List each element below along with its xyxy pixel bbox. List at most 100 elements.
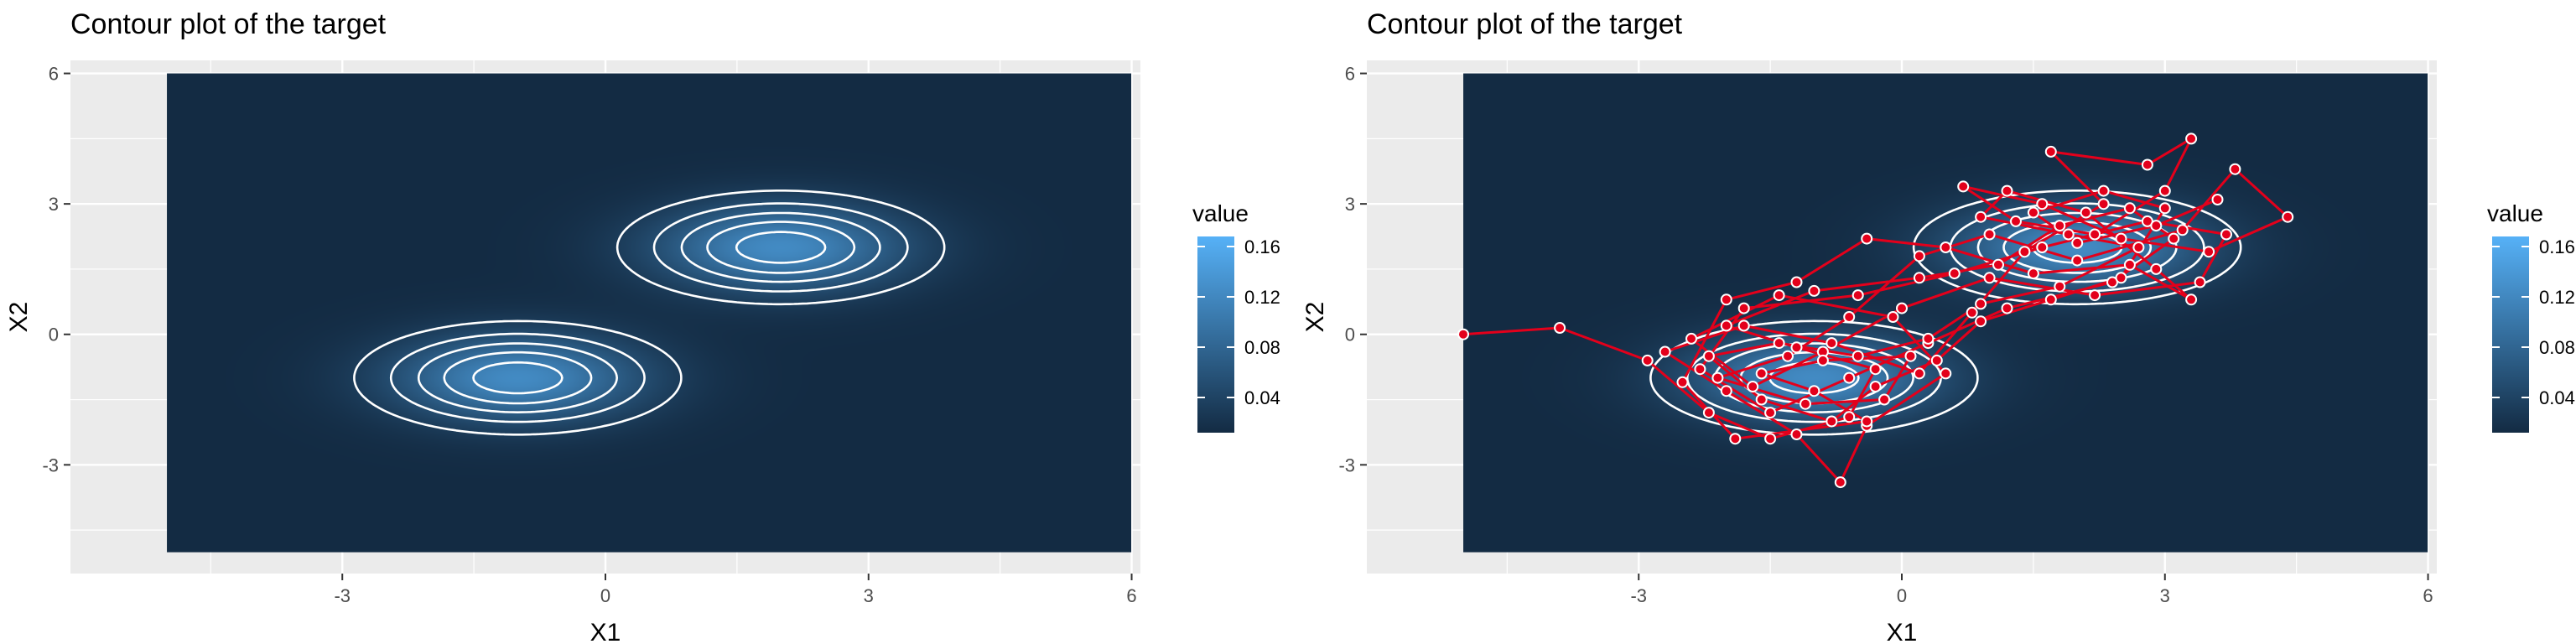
contour-line — [353, 190, 946, 436]
sample-point — [1816, 354, 1829, 366]
sample-point — [1694, 363, 1706, 376]
y-tick-label: 3 — [49, 194, 59, 215]
sample-point — [2115, 272, 2127, 284]
x-tick-label: 3 — [864, 585, 874, 606]
sample-point — [1983, 228, 1996, 241]
sample-point — [2115, 232, 2127, 245]
sample-point — [1641, 354, 1654, 366]
y-axis-label: X2 — [1301, 302, 1329, 333]
sample-path-line — [1462, 137, 2289, 484]
sample-point — [2123, 202, 2136, 215]
sample-point — [1808, 385, 1820, 397]
y-axis-label: X2 — [5, 302, 33, 333]
sample-point — [1913, 250, 1925, 262]
sample-point — [2185, 132, 2198, 145]
y-tick-label: 3 — [1345, 194, 1355, 215]
legend-title: value — [1192, 200, 1249, 226]
sample-point — [2071, 236, 2084, 249]
sample-point — [1720, 385, 1732, 397]
sample-point — [2158, 184, 2171, 197]
sample-point — [2036, 242, 2049, 253]
sample-point — [1826, 415, 1838, 428]
sample-point — [2089, 289, 2101, 302]
sample-point — [1843, 371, 1856, 384]
sample-point — [2054, 280, 2066, 293]
sample-point — [2150, 262, 2163, 275]
legend: value 0.04 0.08 0.12 0.16 — [1192, 200, 1280, 433]
sample-point — [1940, 367, 1952, 380]
sample-point — [2141, 158, 2153, 171]
sample-point — [1922, 332, 1935, 345]
legend-label: 0.04 — [1244, 387, 1280, 408]
legend: value 0.04 0.08 0.12 0.16 — [2487, 200, 2575, 433]
sample-point — [1975, 298, 1987, 310]
sample-point — [1992, 258, 2004, 271]
sample-point — [2044, 145, 2057, 158]
sample-point — [1852, 350, 1864, 362]
sample-point — [1878, 393, 1891, 406]
sample-point — [2001, 302, 2013, 314]
sample-point — [2176, 224, 2189, 236]
sample-point — [1913, 272, 1925, 284]
sample-point — [1887, 311, 1899, 323]
x-axis-label: X1 — [590, 619, 621, 644]
sample-point — [2080, 206, 2092, 219]
sample-point — [2229, 163, 2241, 175]
sample-point — [2168, 232, 2180, 245]
sample-point — [2132, 242, 2145, 253]
sample-point — [1790, 276, 1803, 288]
sample-point — [1782, 350, 1794, 362]
contour-lines — [353, 190, 946, 436]
contour-line — [417, 211, 881, 413]
legend-colorbar — [1197, 236, 1234, 433]
sample-point — [1861, 232, 1873, 245]
sample-point — [2220, 228, 2232, 241]
sample-point — [2027, 267, 2039, 280]
sample-point — [2158, 202, 2171, 215]
sample-point — [1720, 319, 1732, 332]
sample-point — [1843, 411, 1856, 423]
y-tick-label: -3 — [1338, 454, 1355, 475]
sample-point — [1843, 311, 1856, 323]
sample-path — [1457, 132, 2294, 489]
sample-point — [1729, 433, 1742, 445]
legend-title: value — [2487, 200, 2543, 226]
chart-title: Contour plot of the target — [1367, 8, 1683, 40]
sample-point — [1676, 376, 1689, 388]
sample-point — [1975, 315, 1987, 328]
axis-ticks: -3 0 3 6 -3 0 3 6 — [1338, 64, 2433, 606]
sample-point — [2282, 210, 2294, 223]
sample-point — [2203, 246, 2215, 258]
legend-label: 0.04 — [2539, 387, 2575, 408]
y-tick-label: -3 — [42, 454, 59, 475]
sample-point — [2027, 206, 2039, 219]
sample-point — [1711, 371, 1724, 384]
axis-ticks: -3 0 3 6 -3 0 3 6 — [42, 64, 1136, 606]
sample-point — [1834, 476, 1846, 489]
legend-label: 0.12 — [1244, 287, 1280, 308]
sample-point — [1685, 332, 1697, 345]
sample-point — [2097, 198, 2110, 210]
sample-point — [1861, 415, 1873, 428]
sample-point — [1659, 345, 1671, 358]
contour-line — [443, 221, 856, 405]
sample-point — [1800, 397, 1811, 410]
sample-point — [1764, 407, 1777, 419]
sample-point — [2150, 220, 2163, 232]
sample-point — [2010, 215, 2022, 227]
y-tick-label: 6 — [1345, 64, 1355, 85]
legend-label: 0.12 — [2539, 287, 2575, 308]
legend-colorbar — [2492, 236, 2529, 433]
sample-point — [1966, 306, 1978, 319]
sample-point — [1755, 367, 1768, 380]
sample-point — [1948, 267, 1961, 280]
sample-point — [2044, 293, 2057, 306]
sample-point — [2089, 228, 2101, 241]
y-tick-label: 0 — [1345, 325, 1355, 345]
chart-panel-1: -3 0 3 6 -3 0 3 6 X1 X2 Contour plot of the target… — [5, 8, 1280, 644]
legend-label: 0.16 — [2539, 236, 2575, 257]
y-tick-label: 6 — [49, 64, 59, 85]
x-tick-label: 0 — [1897, 585, 1907, 606]
sample-point — [1702, 407, 1715, 419]
